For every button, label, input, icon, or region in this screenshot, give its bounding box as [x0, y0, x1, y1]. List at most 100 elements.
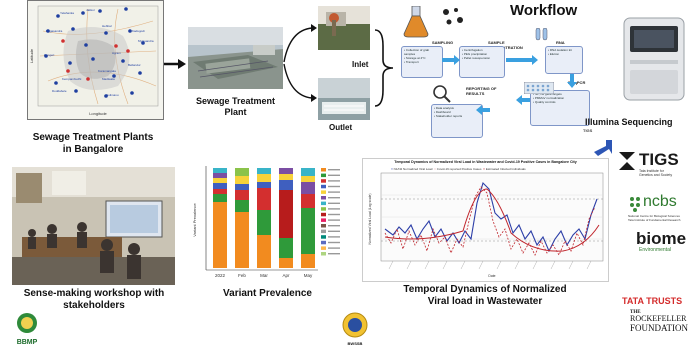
rockefeller-name: ROCKEFELLER [630, 314, 687, 324]
variant-legend-text-line [328, 253, 340, 255]
workflow-box-reporting: • Data analysis • Dashboard • Stakeholder … [431, 104, 483, 138]
variant-bar-segment [279, 180, 293, 190]
workflow-tigs-mark: TIGS [583, 128, 593, 133]
bracket-brace [374, 29, 394, 107]
legend-blue-swatch: ━ [391, 167, 393, 171]
variant-bar-segment [301, 254, 315, 268]
map-place-label: Hulimavu [106, 93, 119, 97]
variant-bar-segment [235, 190, 249, 200]
variant-legend-text-line [328, 202, 340, 204]
legend-item: Estimated Infected Individuals [485, 167, 526, 171]
variant-legend-swatch [321, 173, 326, 178]
variant-legend-swatch [321, 229, 326, 234]
variant-legend-swatch [321, 201, 326, 206]
map-caption: Sewage Treatment Plants in Bangalore [32, 132, 154, 155]
workflow-title: Workflow [510, 2, 578, 19]
map-place-label: Koramangala [98, 69, 116, 73]
variant-legend-swatch [321, 190, 326, 194]
variant-bar-segment [235, 184, 249, 190]
variant-bar-segment [235, 176, 249, 184]
variant-x-tick-label: Mar [260, 273, 268, 278]
variant-legend-text-line [328, 169, 340, 171]
stp-caption: Sewage Treatment Plant [195, 96, 276, 117]
pcr-plate-icon [524, 82, 554, 94]
viral-y-axis-label: Normalized Viral Load (Log scale) [368, 193, 372, 244]
biome-sublabel: Environmental [639, 247, 671, 253]
workflow-arrows [442, 55, 577, 115]
variant-bar-segment [213, 202, 227, 268]
split-arrows [283, 24, 317, 102]
variant-legend-swatch [321, 179, 326, 183]
viral-caption: Temporal Dynamics of Normalized Viral lo… [403, 284, 567, 307]
workshop-caption: Sense-making workshop with stakeholders [23, 288, 165, 311]
variant-x-tick-label: 2022 [215, 273, 226, 278]
variant-bar-segment [301, 168, 315, 176]
map-x-axis-label: Longitude [89, 111, 107, 116]
variant-bar-segment [301, 176, 315, 182]
variant-legend-swatch [321, 218, 326, 222]
variant-legend-text-line [328, 213, 340, 216]
arrow-right-icon [164, 59, 186, 69]
illumina-sequencer [623, 17, 685, 101]
variant-legend-swatch [321, 207, 326, 211]
rockefeller-foundation: FOUNDATION [630, 322, 688, 333]
arrow-down-left-icon [594, 140, 612, 156]
particles-icon [443, 8, 463, 25]
viral-chart-title: Temporal Dynamics of Normalized Viral Lo… [394, 160, 577, 164]
viral-load-chart: Normalized Viral Load (Log scale) Date [368, 172, 604, 278]
inlet-photo [318, 6, 370, 50]
variant-x-tick-label: Apr [282, 273, 290, 278]
map-place-labels: Yelahanka Jakkur Hebbal Kadugodi Kengeri… [42, 7, 160, 105]
legend-red-swatch: ╌ [434, 167, 436, 171]
variant-bar-segment [257, 182, 271, 188]
ncbs-mark-icon [630, 197, 640, 212]
variant-legend-text-line [328, 230, 340, 232]
bbmp-logo: BBMP [10, 312, 44, 346]
variant-x-tick-label: May [304, 273, 313, 278]
map-place-label: Kempambudhi [62, 77, 82, 81]
variant-legend-swatch [321, 240, 326, 245]
variant-y-axis-label: Variant Prevalence [192, 202, 197, 236]
variant-legend-swatch [321, 168, 326, 172]
variant-bar-segment [257, 210, 271, 235]
variant-legend-swatch [321, 184, 326, 189]
sequencing-caption: Illumina Sequencing [585, 117, 673, 127]
variant-bar-segment [235, 212, 249, 268]
variant-legend-text-line [328, 236, 340, 238]
variant-legend-text-line [328, 174, 340, 176]
map-place-label: Hebbal [102, 24, 112, 28]
bwssb-label: BWSSB [347, 341, 363, 346]
variant-legend-swatch [321, 246, 326, 250]
variant-bar-segment [257, 174, 271, 182]
variant-bar-segment [235, 168, 249, 176]
map-place-label: Madiwala [102, 77, 115, 81]
variant-x-tick-label: Feb [238, 273, 246, 278]
stp-map: Longitude Latitude [29, 5, 159, 116]
variant-bar-segment [279, 238, 293, 258]
variant-legend-text-line [328, 208, 340, 210]
variant-bar-segment [257, 235, 271, 268]
tigs-mark-icon [619, 152, 635, 170]
map-place-label: Kengeri [44, 53, 55, 57]
variant-bar-segment [301, 182, 315, 194]
legend-red-swatch: ━ [483, 167, 485, 171]
map-place-label: Yelahanka [60, 11, 74, 15]
variant-legend-text-line [328, 197, 340, 199]
legend-item: Covid-19 reported Positive Cases [436, 167, 482, 171]
bbmp-label: BBMP [16, 339, 38, 346]
variant-prevalence-chart: Variant Prevalence 2022 Feb Mar Apr May [192, 166, 340, 278]
step-sampling-label: SAMPLING [432, 40, 454, 45]
variant-legend-text-line [328, 185, 340, 188]
tata-trusts-logo: TATA TRUSTS [622, 296, 683, 306]
variant-caption: Variant Prevalence [223, 288, 312, 299]
variant-bar-segment [213, 173, 227, 178]
viral-x-axis-label: Date [488, 274, 495, 278]
magnifier-icon [433, 85, 451, 103]
variant-legend-swatch [321, 224, 326, 228]
step-rtqpcr-label: RT-qPCR [568, 80, 586, 85]
variant-legend-swatch [321, 252, 326, 256]
rockefeller-the: THE [630, 310, 641, 315]
variant-legend-text-line [328, 241, 340, 244]
variant-chart-panel: Variant Prevalence 2022 Feb Mar Apr May [190, 162, 345, 282]
variant-legend-swatch [321, 212, 326, 217]
